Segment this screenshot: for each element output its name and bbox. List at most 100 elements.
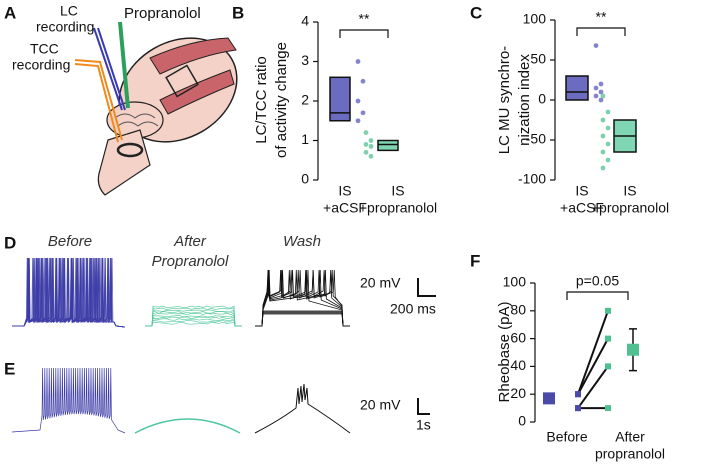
data-point (605, 307, 611, 314)
box (329, 76, 351, 122)
data-point (593, 43, 599, 48)
diagram-label: Propranolol (124, 5, 201, 22)
diagram-label: recording (12, 57, 70, 73)
y-tick-label: 40 (510, 357, 526, 373)
data-point (360, 78, 366, 84)
mean-marker (627, 343, 639, 356)
data-point (368, 153, 374, 159)
trace-title: Propranolol (152, 253, 229, 270)
data-point (600, 149, 606, 155)
significance-bracket (576, 27, 626, 36)
scale-bar (417, 278, 436, 297)
y-tick-label: 0 (518, 413, 526, 429)
y-tick-label: 50 (530, 51, 546, 67)
pair-line (577, 338, 609, 395)
y-tick-label: 3 (301, 52, 309, 68)
data-point (600, 133, 606, 139)
panel-letter: F (470, 251, 480, 270)
trace-title: Wash (283, 233, 321, 250)
data-point (598, 89, 604, 95)
voltage-trace (255, 312, 350, 327)
voltage-trace (255, 313, 350, 327)
data-point (600, 117, 606, 123)
voltage-trace (254, 383, 351, 434)
x-tick-label: IS (391, 183, 404, 199)
voltage-trace (12, 257, 126, 328)
trace-title: After (173, 233, 207, 250)
mean-marker (543, 392, 555, 405)
diagram-label: recording (36, 19, 94, 35)
brain-diagram (74, 21, 238, 196)
box (377, 139, 399, 152)
data-point (363, 149, 369, 155)
voltage-trace (145, 305, 242, 327)
voltage-trace (145, 321, 242, 327)
voltage-trace (145, 310, 242, 327)
data-point (605, 363, 611, 370)
data-point (598, 97, 604, 103)
panel-letter: C (470, 3, 482, 22)
scale-label: 200 ms (390, 301, 436, 317)
data-point (605, 157, 611, 163)
panel-letter: A (4, 3, 16, 22)
data-point (363, 142, 369, 147)
y-tick-label: 0 (301, 171, 309, 187)
data-point (575, 405, 581, 412)
data-point (605, 125, 611, 131)
pair-line (577, 310, 609, 395)
box (565, 75, 589, 101)
x-tick-label: Before (546, 429, 587, 445)
x-tick-label: +aCSF (323, 200, 367, 216)
scale-label: 1s (416, 417, 431, 433)
significance-bracket (339, 29, 389, 38)
data-point (355, 118, 361, 124)
y-axis-label: Rheobase (pA) (496, 302, 513, 403)
x-tick-label: IS (575, 183, 588, 199)
y-axis-label: nization index (516, 54, 533, 146)
diagram-label: LC (60, 3, 78, 19)
data-point (360, 110, 366, 116)
x-tick-label: IS (338, 183, 351, 199)
voltage-trace (145, 308, 242, 327)
y-axis-label: LC/TCC ratio (253, 56, 270, 144)
voltage-trace (134, 418, 241, 434)
y-axis-label: LC MU synchro- (496, 46, 513, 154)
y-axis-label: of activity change (273, 42, 290, 158)
voltage-trace (145, 314, 242, 327)
significance-label: p=0.05 (576, 273, 619, 289)
data-point (575, 391, 581, 398)
data-point (600, 165, 606, 171)
panel-letter: D (4, 233, 16, 252)
data-point (593, 85, 599, 91)
x-tick-label: +propranolol (359, 200, 437, 216)
y-tick-label: -50 (526, 131, 546, 147)
voltage-trace (255, 269, 350, 327)
data-point (355, 59, 361, 64)
pair-line (577, 365, 609, 409)
scale-label: 20 mV (360, 397, 401, 413)
panel-letter: E (4, 359, 15, 378)
y-tick-label: 20 (510, 385, 526, 401)
y-tick-label: 1 (301, 131, 309, 147)
scale-bar (417, 398, 430, 415)
data-point (368, 138, 374, 143)
data-point (605, 109, 611, 115)
diagram-label: TCC (30, 41, 59, 57)
data-point (368, 144, 374, 149)
voltage-trace (145, 316, 242, 327)
data-point (363, 130, 369, 136)
trace-title: Before (48, 233, 92, 250)
voltage-trace (145, 312, 242, 327)
significance-label: ** (359, 11, 370, 27)
voltage-trace (255, 269, 350, 327)
panel-letter: B (232, 3, 244, 22)
y-tick-label: 100 (503, 274, 527, 290)
voltage-trace (145, 319, 242, 327)
y-tick-label: 100 (523, 11, 547, 27)
x-tick-label: After (615, 429, 645, 445)
y-tick-label: -100 (518, 171, 546, 187)
y-tick-label: 60 (510, 329, 526, 345)
significance-bracket (566, 291, 629, 300)
data-point (605, 405, 611, 412)
